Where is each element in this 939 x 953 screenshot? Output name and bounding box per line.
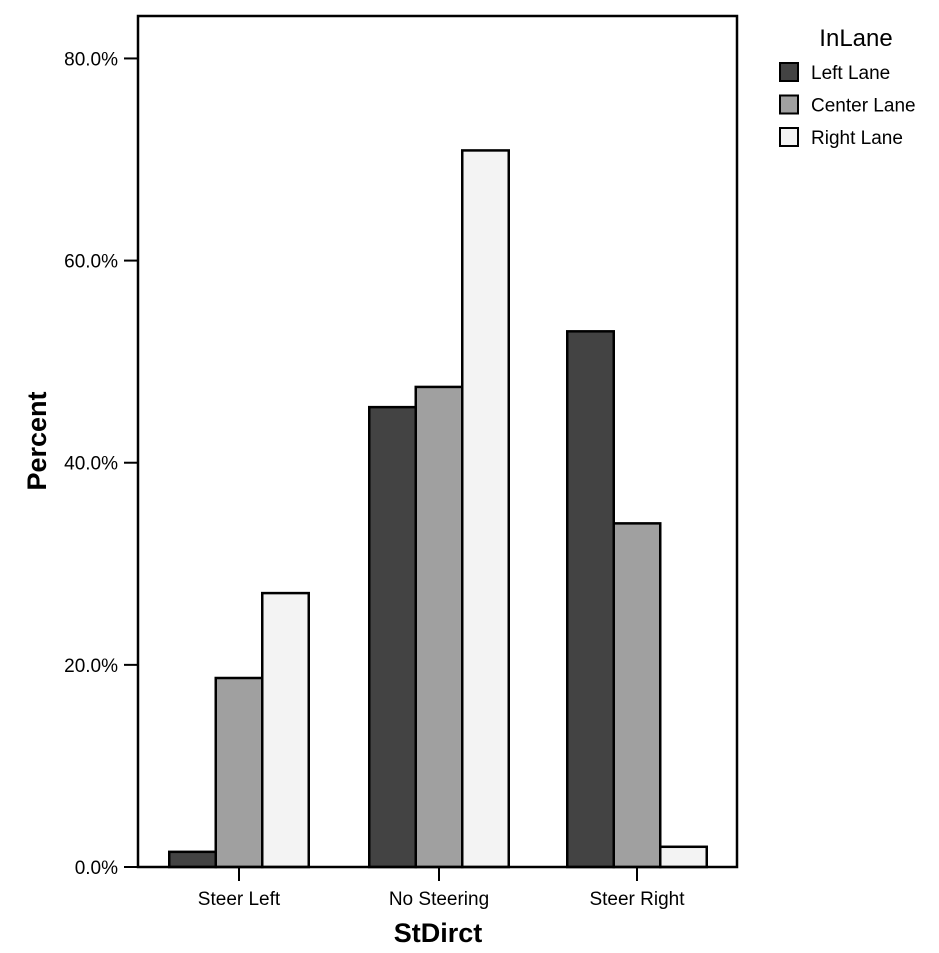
y-tick-label: 60.0%: [64, 252, 118, 273]
legend: InLane Left Lane Center Lane Right Lane: [779, 25, 916, 149]
legend-title: InLane: [819, 25, 892, 52]
x-tick-label: Steer Right: [589, 889, 685, 910]
bar-left-lane-steer-left: [168, 850, 217, 869]
plot-area-frame: [136, 14, 739, 869]
bar-right-lane-no-steering: [461, 149, 510, 869]
legend-label-right-lane: Right Lane: [811, 128, 903, 149]
legend-label-left-lane: Left Lane: [811, 63, 890, 84]
bar-center-lane-steer-right: [612, 522, 662, 869]
legend-swatch-right-lane: [779, 127, 799, 147]
y-tick-label: 0.0%: [75, 858, 118, 879]
bars-layer: [168, 149, 708, 869]
legend-swatch-center-lane: [779, 94, 799, 115]
y-axis: 0.0% 20.0% 40.0% 60.0% 80.0%: [64, 49, 138, 879]
legend-label-center-lane: Center Lane: [811, 96, 916, 117]
y-axis-title: Percent: [22, 391, 52, 490]
bar-center-lane-steer-left: [214, 676, 264, 869]
x-tick-label: No Steering: [389, 889, 489, 910]
legend-swatch-left-lane: [779, 62, 799, 82]
x-tick-label: Steer Left: [198, 889, 281, 910]
bar-right-lane-steer-left: [261, 591, 310, 869]
y-tick-label: 40.0%: [64, 454, 118, 475]
bar-center-lane-no-steering: [414, 385, 464, 869]
x-axis-title: StDirct: [394, 918, 483, 948]
bar-left-lane-steer-right: [566, 330, 615, 869]
bar-left-lane-no-steering: [368, 405, 417, 869]
x-axis: Steer Left No Steering Steer Right: [198, 867, 685, 910]
y-tick-label: 20.0%: [64, 656, 118, 677]
y-tick-label: 80.0%: [64, 49, 118, 70]
bar-right-lane-steer-right: [659, 845, 708, 869]
